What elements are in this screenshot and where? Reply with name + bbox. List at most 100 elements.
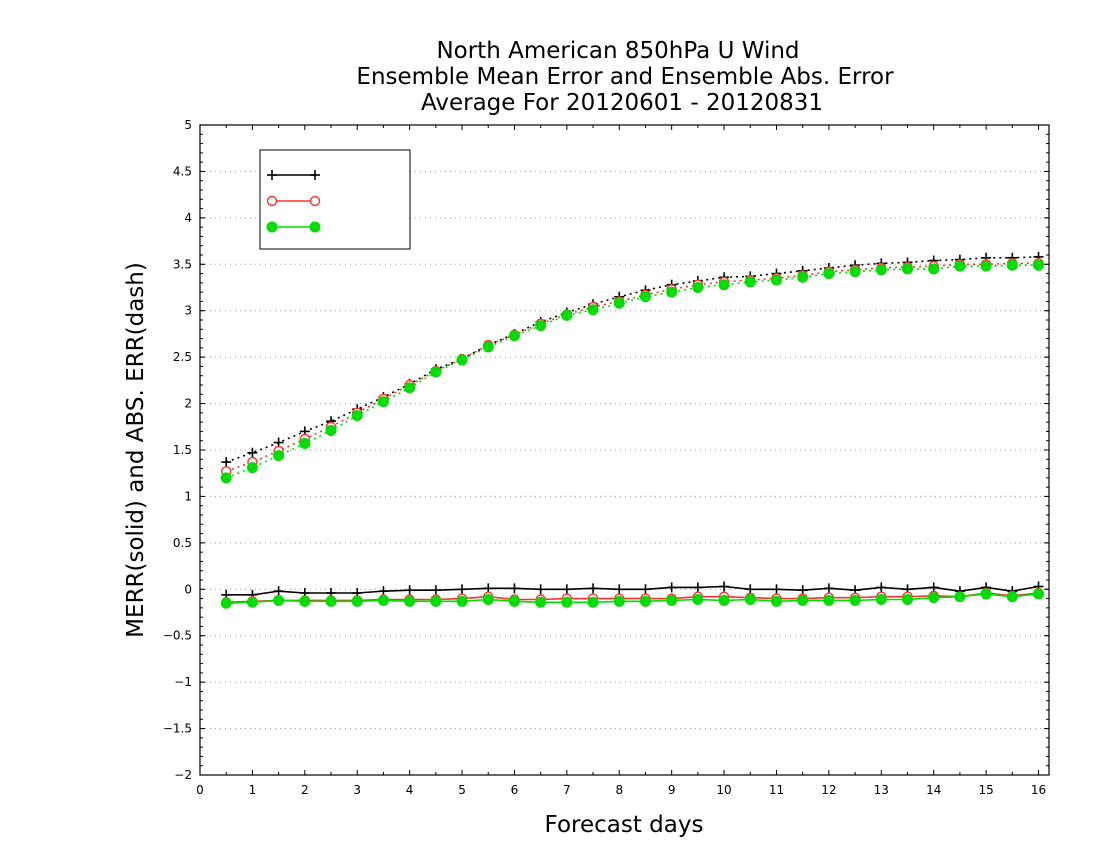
abs-error-point	[456, 354, 468, 366]
y-tick-label: 4.5	[173, 164, 192, 178]
legend-entry-2	[266, 195, 321, 207]
abs-error-point	[980, 260, 992, 272]
abs-error-point	[902, 263, 913, 275]
mean-error-point	[430, 595, 442, 607]
x-tick-label: 4	[406, 783, 414, 797]
abs-error-point	[404, 382, 416, 394]
abs-error-point	[744, 276, 756, 288]
mean-error-point	[875, 594, 887, 605]
mean-error-point	[509, 583, 520, 594]
abs-error-point	[325, 425, 337, 436]
x-tick-label: 16	[1031, 783, 1046, 797]
abs-error-point	[639, 291, 651, 303]
x-tick-label: 5	[458, 783, 466, 797]
abs-error-point	[561, 309, 573, 321]
legend-marker	[266, 221, 278, 233]
abs-error-point	[666, 286, 678, 298]
y-tick-label: 0.5	[173, 536, 192, 550]
mean-error-point	[1033, 588, 1045, 600]
mean-error-point	[823, 594, 835, 606]
legend-marker	[267, 170, 277, 180]
abs-error-line	[225, 256, 1039, 463]
abs-error-point	[221, 457, 232, 468]
abs-error-point	[587, 304, 599, 316]
mean-error-point	[535, 596, 547, 608]
abs-error-point	[246, 462, 258, 474]
mean-error-point	[902, 594, 913, 605]
legend-marker	[309, 195, 321, 207]
mean-error-point	[771, 584, 782, 595]
mean-error-point	[770, 595, 782, 607]
abs-error-point	[823, 268, 835, 280]
series-group	[220, 251, 1045, 609]
x-tick-label: 12	[821, 783, 836, 797]
mean-error-point	[640, 584, 651, 595]
legend-marker	[310, 170, 320, 180]
abs-error-point	[1033, 259, 1045, 271]
y-tick-label: −1.5	[163, 722, 192, 736]
series-3	[220, 259, 1045, 609]
mean-error-point	[273, 586, 284, 597]
x-tick-label: 14	[926, 783, 941, 797]
x-tick-label: 1	[249, 783, 257, 797]
x-tick-label: 6	[511, 783, 519, 797]
mean-error-point	[351, 595, 363, 607]
y-tick-label: 1	[184, 489, 192, 503]
abs-error-point	[797, 271, 809, 283]
abs-error-point	[613, 297, 625, 309]
abs-error-point	[875, 264, 887, 276]
y-tick-label: 0	[184, 582, 192, 596]
chart-subtitle-2: Average For 20120601 - 20120831	[421, 90, 823, 116]
mean-error-point	[430, 585, 441, 596]
abs-error-point	[377, 396, 389, 408]
mean-error-point	[639, 595, 651, 607]
mean-error-point	[692, 582, 703, 593]
legend-box	[259, 149, 411, 250]
abs-error-point	[692, 282, 704, 293]
mean-error-point	[456, 595, 468, 607]
x-axis-label: Forecast days	[545, 812, 704, 838]
x-tick-label: 3	[353, 783, 361, 797]
abs-error-point	[535, 320, 547, 332]
mean-error-point	[535, 584, 546, 595]
abs-error-point	[928, 263, 940, 275]
mean-error-point	[614, 584, 625, 595]
x-tick-label: 15	[978, 783, 993, 797]
mean-error-point	[377, 594, 389, 606]
abs-error-point	[220, 472, 232, 484]
mean-error-point	[404, 595, 416, 607]
mean-error-point	[561, 584, 572, 595]
mean-error-point	[587, 596, 599, 608]
abs-error-point	[718, 279, 730, 291]
mean-error-line	[226, 585, 1039, 596]
y-tick-label: 2.5	[173, 350, 192, 364]
x-tick-label: 7	[563, 783, 571, 797]
series-1	[221, 251, 1044, 600]
mean-error-point	[220, 597, 232, 609]
mean-error-point	[482, 594, 494, 605]
grid-lines	[200, 170, 1049, 730]
y-tick-label: 4	[184, 211, 192, 225]
plot-area-frame	[199, 124, 1050, 776]
x-tick-label: 11	[769, 783, 784, 797]
mean-error-point	[719, 581, 730, 592]
mean-error-point	[325, 595, 337, 607]
abs-error-point	[849, 266, 861, 278]
chart-title: North American 850hPa U Wind	[436, 38, 799, 64]
y-tick-label: 1.5	[173, 443, 192, 457]
y-tick-label: −2	[174, 768, 192, 782]
abs-error-point	[770, 274, 782, 286]
abs-error-point	[954, 260, 966, 272]
mean-error-point	[613, 595, 625, 607]
mean-error-point	[457, 584, 468, 595]
mean-error-point	[246, 596, 258, 608]
mean-error-point	[718, 594, 730, 606]
mean-error-point	[1006, 591, 1018, 603]
y-axis-label: MERR(solid) and ABS. ERR(dash)	[123, 262, 149, 638]
legend-entry-1	[267, 170, 320, 180]
y-tick-label: 3.5	[173, 257, 192, 271]
y-tick-label: 2	[184, 397, 192, 411]
abs-error-point	[351, 410, 363, 422]
mean-error-point	[954, 591, 966, 603]
